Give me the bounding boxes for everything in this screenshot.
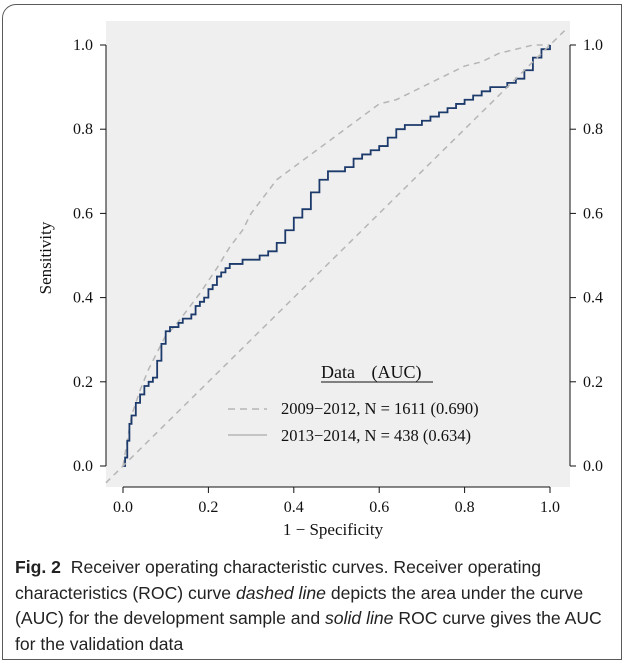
y-tick-label-right: 0.2 [583,374,603,391]
series-layer [105,27,568,484]
y-tick-label-right: 0.6 [583,205,603,222]
y-tick-label-left: 0.0 [73,458,93,475]
validation-roc-curve [123,45,551,467]
x-tick-label: 0.8 [455,499,475,516]
y-tick-label-right: 0.8 [583,121,603,138]
legend: Data (AUC) 2009−2012, N = 1611 (0.690) 2… [228,362,479,445]
y-tick-label-left: 1.0 [73,37,93,54]
x-tick-label: 0.2 [198,499,218,516]
legend-title: Data (AUC) [321,362,421,383]
chance-diagonal [105,27,568,484]
y-tick-label-right: 1.0 [583,37,603,54]
legend-entry-validation: 2013−2014, N = 438 (0.634) [281,426,471,445]
x-tick-label: 0.4 [284,499,304,516]
caption-label: Fig. 2 [15,557,61,577]
legend-entry-development: 2009−2012, N = 1611 (0.690) [281,399,479,418]
x-tick-label: 0.6 [369,499,389,516]
y-tick-label-left: 0.4 [73,290,93,307]
y-tick-label-right: 0.4 [583,290,603,307]
development-roc-curve [122,44,550,467]
caption-part-3: depicts the area under the curve (AUC) f… [15,582,584,629]
legend-title-label: Data [321,362,355,382]
y-axis-title: Sensitivity [36,221,55,294]
roc-chart: 0.0 0.2 0.4 0.6 0.8 1.0 0.0 0.0 0.2 0.2 0.4 0.4 0.6 0… [36,21,603,539]
y-tick-label-right: 0.0 [583,458,603,475]
y-tick-label-left: 0.6 [73,205,93,222]
figure-caption: Fig. 2 Receiver operating characteristic… [15,555,615,657]
y-tick-label-left: 0.2 [73,374,93,391]
y-tick-label-left: 0.8 [73,121,93,138]
axes-layer: 0.0 0.2 0.4 0.6 0.8 1.0 0.0 0.0 0.2 0.2 0.4 0.4 0.6 0… [73,37,603,516]
figure-frame: 0.0 0.2 0.4 0.6 0.8 1.0 0.0 0.0 0.2 0.2 0.4 0.4 0.6 0… [2,4,622,660]
caption-part-1: Receiver operating characteristic curves… [15,557,542,603]
caption-part-2: dashed line [235,582,326,603]
legend-title-suffix: (AUC) [371,362,421,383]
x-axis-title: 1 − Specificity [283,520,384,539]
caption-part-5: ROC curve gives the AUC for the validati… [15,608,602,654]
plot-background [106,21,570,487]
x-tick-label: 0.0 [113,499,133,516]
x-tick-label: 1.0 [540,499,560,516]
caption-part-4: solid line [325,608,394,628]
